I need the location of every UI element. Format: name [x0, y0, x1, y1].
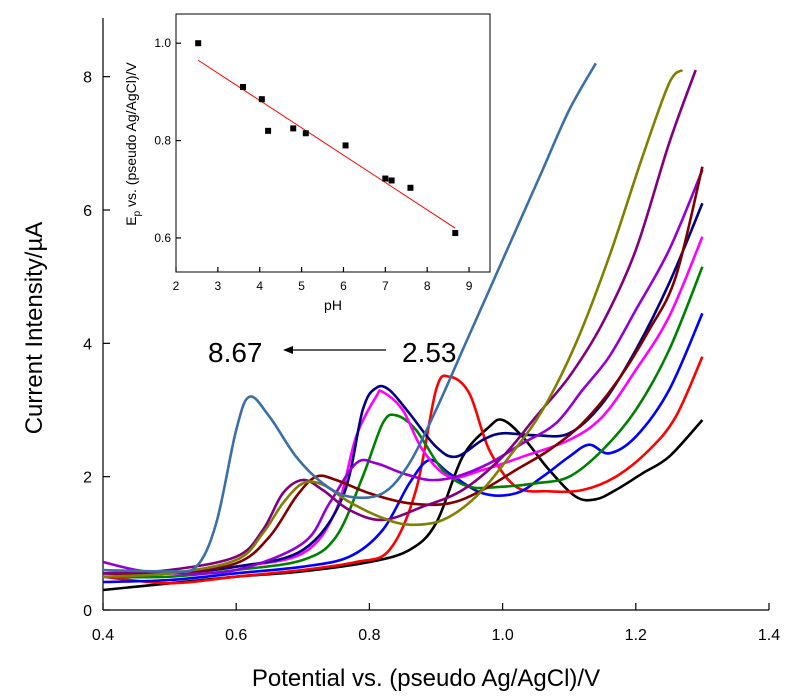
main-axes [102, 18, 769, 611]
inset-points [195, 40, 459, 237]
inset-x-tick-label: 2 [173, 279, 180, 293]
annotation-ph-8-67: 8.67 [208, 337, 263, 368]
inset-y-title-main: E [123, 216, 139, 225]
main-y-tick-label: 2 [83, 470, 92, 487]
inset-point [239, 84, 246, 91]
inset-x-tick-label: 7 [382, 279, 389, 293]
annotation-ph-2-53: 2.53 [402, 337, 457, 368]
inset-point [388, 177, 395, 184]
main-y-tick-label: 0 [83, 603, 92, 620]
series-line-9 [102, 69, 697, 575]
main-y-axis-title: Current Intensity/µA [21, 222, 48, 435]
inset-point [382, 175, 389, 182]
fit-line [197, 59, 456, 229]
main-x-tick-label: 1.0 [491, 627, 513, 644]
series-line-6 [102, 202, 704, 576]
inset-x-tick-label: 8 [424, 279, 431, 293]
series-line-11 [102, 62, 597, 574]
main-y-tick-label: 4 [83, 336, 92, 353]
main-x-tick-label: 0.4 [92, 627, 114, 644]
inset-y-axis-title: Ep vs. (pseudo Ag/AgCl)/V [123, 62, 143, 226]
series-line-10 [102, 68, 684, 578]
inset-y-tick-label: 0.6 [154, 231, 171, 245]
inset-point [342, 142, 349, 149]
series-line-1 [102, 418, 704, 592]
series-line-7 [102, 169, 704, 575]
main-y-tick-label: 8 [83, 70, 92, 87]
inset-y-ticks: 0.6 0.8 1.0 [154, 36, 181, 245]
series-line-5 [102, 236, 704, 576]
inset-x-ticks: 2 3 4 5 6 7 8 9 [173, 267, 473, 293]
main-x-tick-label: 1.2 [625, 627, 647, 644]
inset-x-tick-label: 3 [215, 279, 222, 293]
inset-x-tick-label: 4 [256, 279, 263, 293]
main-x-axis-title: Potential vs. (pseudo Ag/AgCl)/V [252, 665, 600, 692]
main-x-tick-label: 0.6 [225, 627, 247, 644]
main-x-tick-label: 1.4 [758, 627, 780, 644]
main-x-ticks: 0.4 0.6 0.8 1.0 1.2 1.4 [92, 603, 780, 644]
inset-frame [175, 13, 491, 273]
inset-y-tick-label: 0.8 [154, 134, 171, 148]
series-line-4 [102, 266, 704, 579]
inset-x-axis-title: pH [324, 297, 342, 313]
inset-y-title-rest: vs. (pseudo Ag/AgCl)/V [123, 62, 139, 211]
inset-x-tick-label: 9 [466, 279, 473, 293]
inset-y-tick-label: 1.0 [154, 36, 171, 50]
inset-point [407, 184, 414, 191]
inset-fit-line [197, 59, 456, 229]
inset-point [195, 40, 202, 47]
inset-point [302, 130, 309, 137]
inset-point [265, 127, 272, 134]
inset-point [452, 230, 459, 237]
inset-y-title-sub: p [132, 210, 143, 216]
inset-axes [175, 13, 491, 273]
series-line-8 [102, 166, 704, 576]
main-series [102, 62, 704, 592]
inset-point [290, 125, 297, 132]
main-x-tick-label: 0.8 [358, 627, 380, 644]
annotation-arrow-head [283, 346, 293, 354]
main-y-tick-label: 6 [83, 203, 92, 220]
main-y-ticks: 0 2 4 6 8 [83, 70, 110, 620]
inset-point [258, 96, 265, 103]
inset-x-tick-label: 5 [298, 279, 305, 293]
inset-x-tick-label: 6 [340, 279, 347, 293]
series-line-3 [102, 312, 704, 584]
